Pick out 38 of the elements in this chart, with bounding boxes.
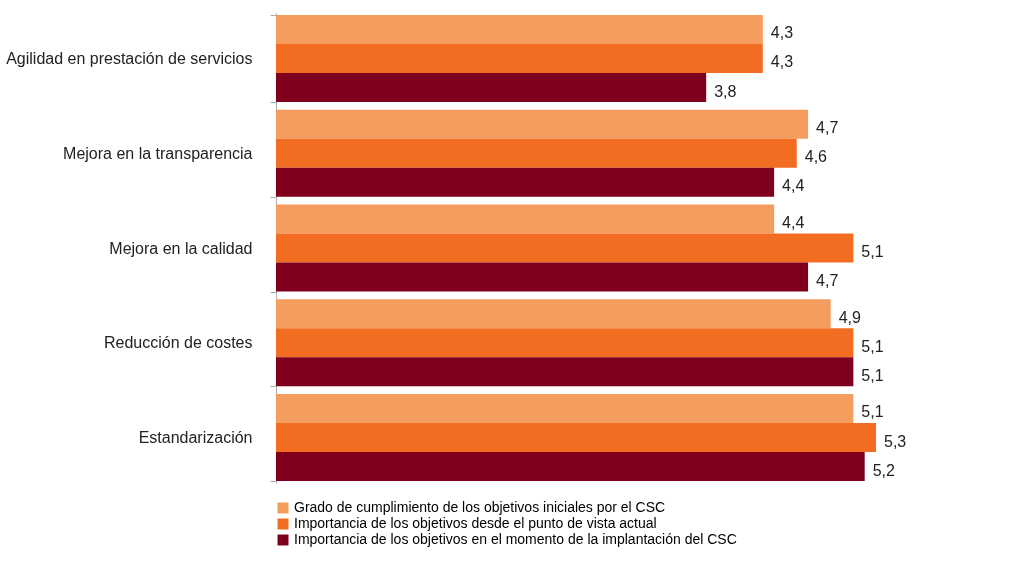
y-tick-label: Agilidad en prestación de servicios bbox=[6, 49, 253, 67]
bar bbox=[276, 422, 876, 453]
bar bbox=[276, 14, 763, 44]
data-label: 4,9 bbox=[838, 308, 862, 326]
bar bbox=[276, 204, 775, 234]
bar bbox=[276, 109, 809, 139]
data-label: 4,6 bbox=[804, 148, 828, 166]
data-label: 5,1 bbox=[861, 366, 884, 384]
bar bbox=[276, 43, 763, 74]
data-label: 5,3 bbox=[884, 432, 907, 450]
data-label: 4,3 bbox=[770, 53, 794, 71]
data-label: 4,7 bbox=[816, 272, 839, 290]
bar bbox=[276, 452, 865, 482]
legend-label: Importancia de los objetivos en el momento de la implantación del CSC bbox=[294, 531, 737, 547]
bar bbox=[276, 262, 809, 292]
legend-label: Grado de cumplimiento de los objetivos iniciales por el CSC bbox=[294, 499, 666, 515]
data-label: 5,1 bbox=[861, 243, 884, 260]
bar bbox=[276, 167, 775, 197]
bar bbox=[276, 233, 854, 263]
data-label: 4,7 bbox=[816, 119, 839, 137]
data-label: 5,1 bbox=[861, 337, 884, 355]
data-label: 5,1 bbox=[861, 403, 884, 421]
data-label: 4,3 bbox=[770, 24, 794, 42]
bar bbox=[276, 393, 854, 423]
y-tick-label: Mejora en la transparencia bbox=[63, 144, 253, 162]
bar bbox=[276, 357, 854, 387]
bar bbox=[276, 73, 707, 103]
data-label: 4,4 bbox=[782, 177, 805, 195]
y-tick-label: Mejora en la calidad bbox=[109, 239, 253, 257]
data-label: 4,4 bbox=[782, 213, 805, 231]
data-label: 3,8 bbox=[714, 82, 737, 100]
y-tick-label: Estandarización bbox=[138, 429, 253, 447]
legend-label: Importancia de los objetivos desde el punto de vista actual bbox=[294, 515, 657, 531]
bar bbox=[276, 138, 797, 168]
data-label: 5,2 bbox=[872, 461, 896, 479]
bar bbox=[276, 328, 854, 358]
bar bbox=[276, 299, 831, 329]
y-tick-label: Reducción de costes bbox=[103, 334, 253, 352]
